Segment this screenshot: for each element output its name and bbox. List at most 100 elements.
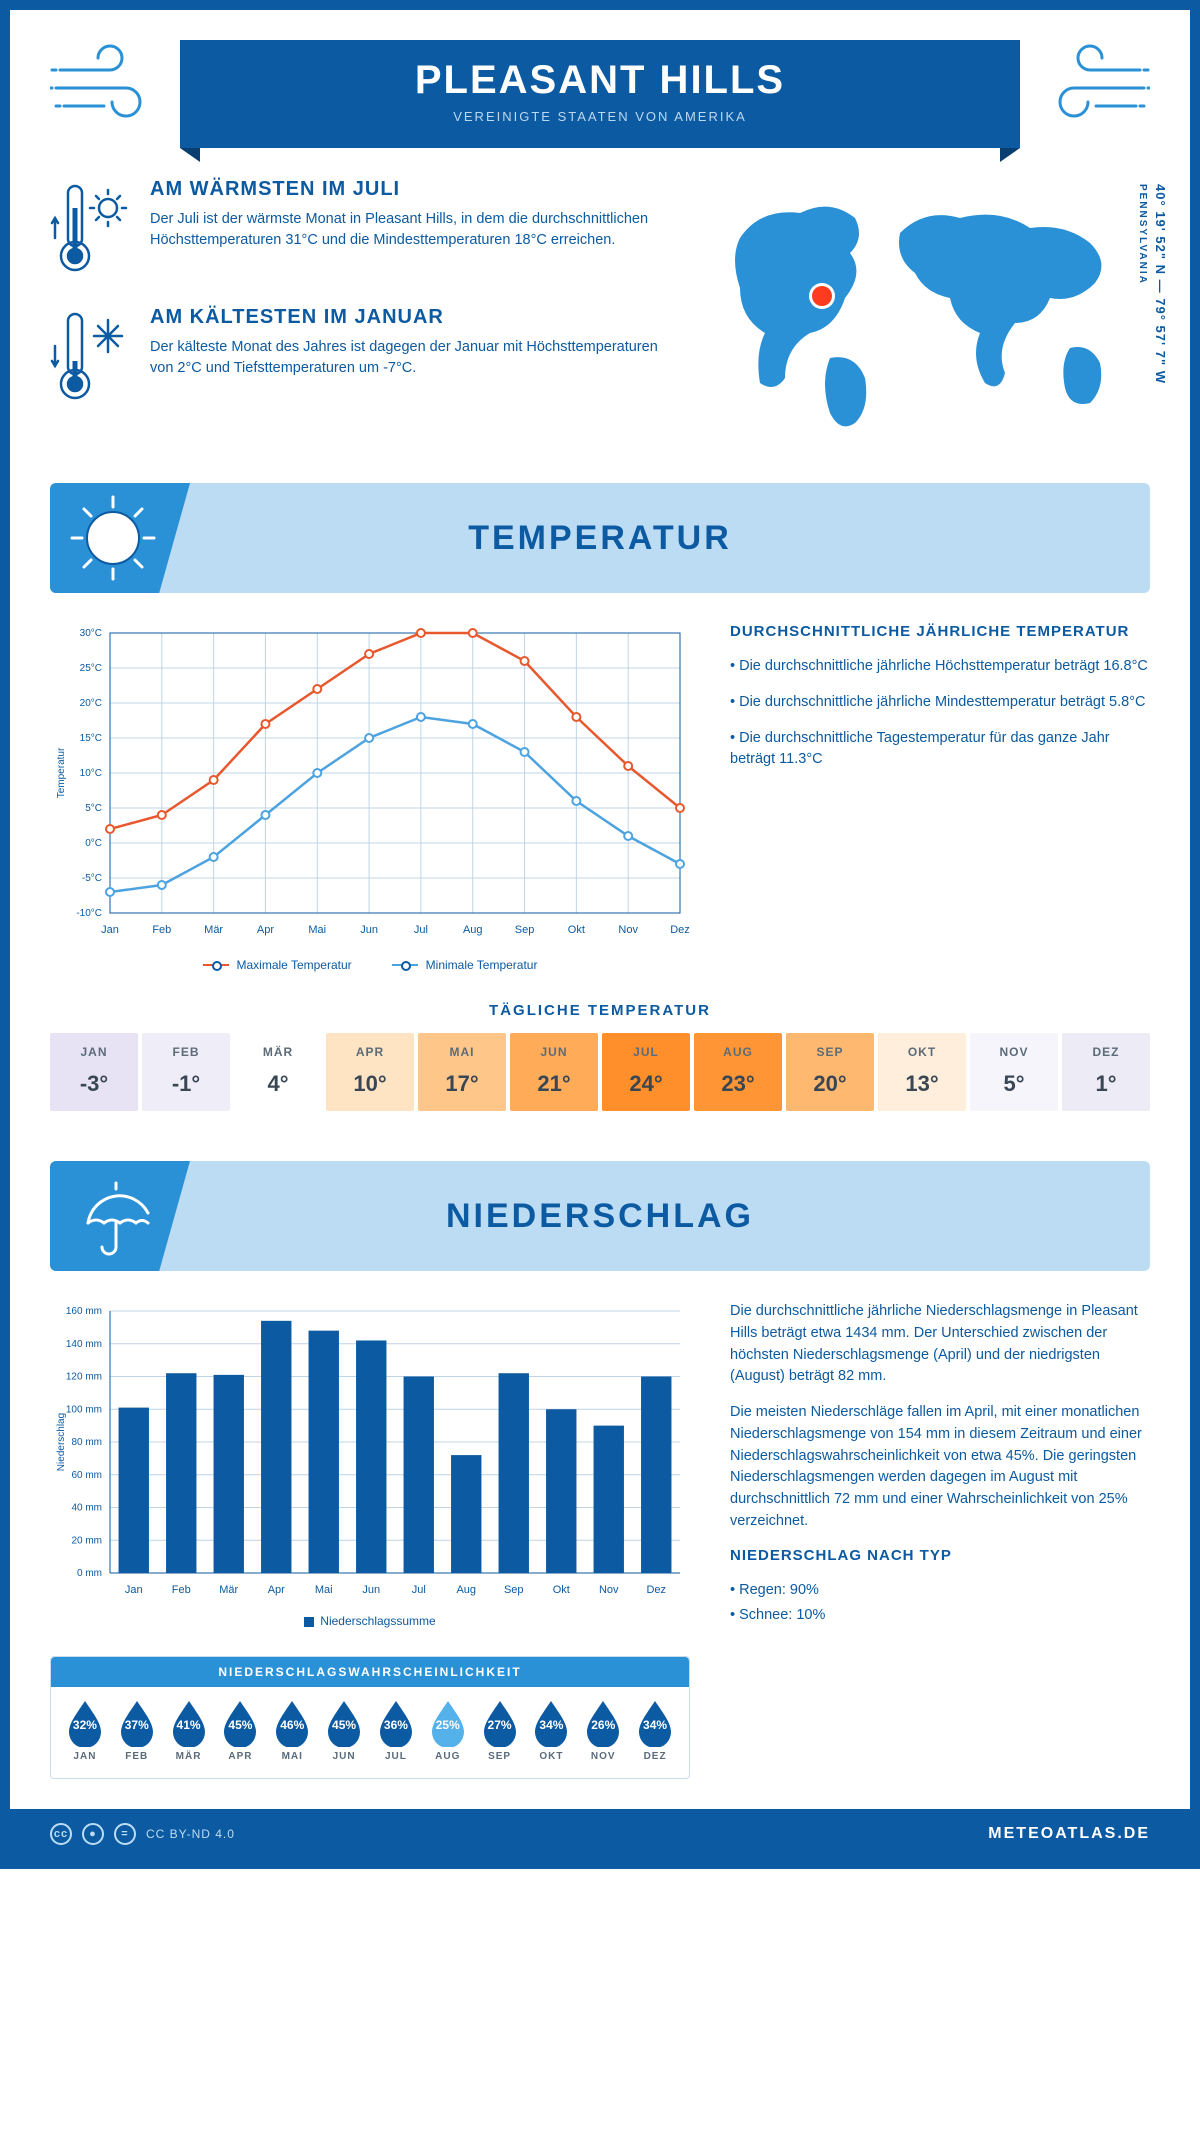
daily-cell: FEB-1° — [142, 1033, 230, 1111]
svg-text:Temperatur: Temperatur — [56, 747, 67, 798]
probability-cell: 46%MAI — [266, 1699, 318, 1762]
coordinates: 40° 19' 52" N — 79° 57' 7" W — [1153, 184, 1168, 384]
svg-text:40 mm: 40 mm — [71, 1503, 102, 1514]
daily-temp-grid: JAN-3°FEB-1°MÄR4°APR10°MAI17°JUN21°JUL24… — [50, 1033, 1150, 1111]
svg-text:160 mm: 160 mm — [66, 1306, 102, 1317]
svg-text:Niederschlag: Niederschlag — [56, 1413, 67, 1471]
by-icon: ● — [82, 1823, 104, 1845]
coldest-heading: AM KÄLTESTEN IM JANUAR — [150, 306, 670, 329]
svg-text:Mai: Mai — [308, 924, 326, 936]
svg-text:Jan: Jan — [101, 924, 119, 936]
svg-text:Jul: Jul — [412, 1584, 426, 1596]
region-label: PENNSYLVANIA — [1137, 184, 1148, 285]
svg-text:20 mm: 20 mm — [71, 1535, 102, 1546]
svg-text:5°C: 5°C — [85, 803, 102, 814]
page-title: PLEASANT HILLS — [200, 58, 1000, 103]
svg-text:Feb: Feb — [152, 924, 171, 936]
page-subtitle: VEREINIGTE STAATEN VON AMERIKA — [200, 109, 1000, 124]
svg-text:Jun: Jun — [362, 1584, 380, 1596]
probability-cell: 26%NOV — [577, 1699, 629, 1762]
svg-text:Sep: Sep — [504, 1584, 524, 1596]
temperature-legend: Maximale Temperatur Minimale Temperatur — [50, 958, 690, 972]
daily-cell: OKT13° — [878, 1033, 966, 1111]
temperature-chart: -10°C-5°C0°C5°C10°C15°C20°C25°C30°CJanFe… — [50, 623, 690, 972]
probability-cell: 36%JUL — [370, 1699, 422, 1762]
precip-probability: NIEDERSCHLAGSWAHRSCHEINLICHKEIT 32%JAN37… — [50, 1656, 690, 1779]
temperature-summary: DURCHSCHNITTLICHE JÄHRLICHE TEMPERATUR •… — [730, 623, 1150, 972]
warmest-heading: AM WÄRMSTEN IM JULI — [150, 178, 670, 201]
svg-text:0 mm: 0 mm — [77, 1568, 102, 1579]
probability-cell: 37%FEB — [111, 1699, 163, 1762]
svg-text:15°C: 15°C — [80, 733, 102, 744]
daily-cell: AUG23° — [694, 1033, 782, 1111]
svg-text:Mär: Mär — [204, 924, 223, 936]
daily-cell: JAN-3° — [50, 1033, 138, 1111]
svg-text:10°C: 10°C — [80, 768, 102, 779]
probability-cell: 45%JUN — [318, 1699, 370, 1762]
svg-text:Mär: Mär — [219, 1584, 238, 1596]
warmest-text: Der Juli ist der wärmste Monat in Pleasa… — [150, 209, 670, 251]
daily-cell: MAI17° — [418, 1033, 506, 1111]
svg-text:Sep: Sep — [515, 924, 535, 936]
svg-text:Mai: Mai — [315, 1584, 333, 1596]
daily-cell: SEP20° — [786, 1033, 874, 1111]
probability-cell: 41%MÄR — [163, 1699, 215, 1762]
wind-icon-right — [1040, 40, 1150, 135]
coldest-block: AM KÄLTESTEN IM JANUAR Der kälteste Mona… — [50, 306, 670, 406]
title-ribbon: PLEASANT HILLS VEREINIGTE STAATEN VON AM… — [180, 40, 1020, 148]
probability-cell: 25%AUG — [422, 1699, 474, 1762]
svg-text:-10°C: -10°C — [76, 908, 102, 919]
svg-text:Jul: Jul — [414, 924, 428, 936]
svg-text:0°C: 0°C — [85, 838, 102, 849]
daily-cell: JUL24° — [602, 1033, 690, 1111]
daily-temp-heading: TÄGLICHE TEMPERATUR — [50, 1002, 1150, 1019]
world-map-icon — [710, 178, 1150, 438]
svg-text:140 mm: 140 mm — [66, 1339, 102, 1350]
svg-text:Feb: Feb — [172, 1584, 191, 1596]
daily-cell: NOV5° — [970, 1033, 1058, 1111]
world-map: PENNSYLVANIA 40° 19' 52" N — 79° 57' 7" … — [710, 178, 1150, 443]
svg-text:Apr: Apr — [268, 1584, 285, 1596]
thermometer-cold-icon — [50, 306, 130, 406]
svg-text:Okt: Okt — [553, 1584, 570, 1596]
precip-text: Die durchschnittliche jährliche Niedersc… — [730, 1301, 1150, 1779]
svg-text:30°C: 30°C — [80, 628, 102, 639]
probability-cell: 32%JAN — [59, 1699, 111, 1762]
temperature-banner: TEMPERATUR — [50, 483, 1150, 593]
precip-title: NIEDERSCHLAG — [446, 1197, 754, 1236]
precip-legend: Niederschlagssumme — [50, 1614, 690, 1628]
wind-icon-left — [50, 40, 160, 135]
svg-text:Okt: Okt — [568, 924, 585, 936]
svg-text:120 mm: 120 mm — [66, 1372, 102, 1383]
nd-icon: = — [114, 1823, 136, 1845]
svg-text:Nov: Nov — [599, 1584, 619, 1596]
svg-text:Nov: Nov — [618, 924, 638, 936]
probability-cell: 34%OKT — [525, 1699, 577, 1762]
sun-icon — [68, 493, 158, 588]
cc-icon: cc — [50, 1823, 72, 1845]
daily-cell: JUN21° — [510, 1033, 598, 1111]
svg-text:Apr: Apr — [257, 924, 274, 936]
precip-banner: NIEDERSCHLAG — [50, 1161, 1150, 1271]
svg-text:25°C: 25°C — [80, 663, 102, 674]
svg-text:Aug: Aug — [463, 924, 483, 936]
header: PLEASANT HILLS VEREINIGTE STAATEN VON AM… — [50, 40, 1150, 148]
temperature-title: TEMPERATUR — [468, 519, 732, 558]
probability-cell: 34%DEZ — [629, 1699, 681, 1762]
svg-text:20°C: 20°C — [80, 698, 102, 709]
thermometer-hot-icon — [50, 178, 130, 278]
svg-text:100 mm: 100 mm — [66, 1404, 102, 1415]
svg-text:Dez: Dez — [646, 1584, 666, 1596]
svg-text:Aug: Aug — [456, 1584, 476, 1596]
coldest-text: Der kälteste Monat des Jahres ist dagege… — [150, 337, 670, 379]
probability-cell: 27%SEP — [474, 1699, 526, 1762]
footer: cc ● = CC BY-ND 4.0 METEOATLAS.DE — [10, 1809, 1190, 1859]
daily-cell: MÄR4° — [234, 1033, 322, 1111]
precip-chart: 0 mm20 mm40 mm60 mm80 mm100 mm120 mm140 … — [50, 1301, 690, 1628]
daily-cell: APR10° — [326, 1033, 414, 1111]
svg-text:Jan: Jan — [125, 1584, 143, 1596]
warmest-block: AM WÄRMSTEN IM JULI Der Juli ist der wär… — [50, 178, 670, 278]
site-name: METEOATLAS.DE — [988, 1825, 1150, 1843]
umbrella-icon — [68, 1171, 158, 1266]
svg-text:Jun: Jun — [360, 924, 378, 936]
